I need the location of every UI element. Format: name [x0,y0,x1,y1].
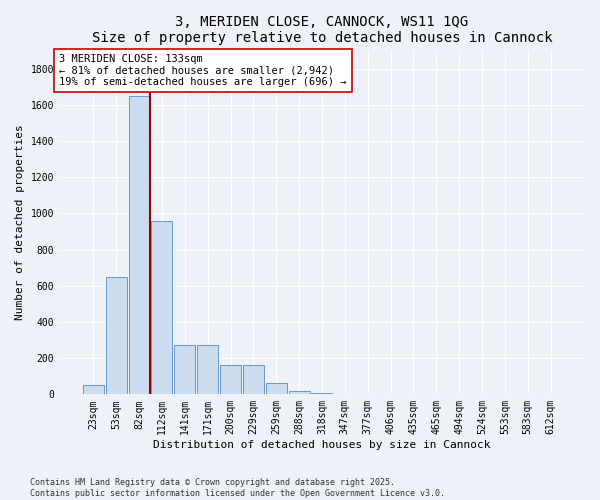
Bar [266,384,287,394]
Bar [83,386,104,394]
Y-axis label: Number of detached properties: Number of detached properties [15,124,25,320]
Bar [128,96,149,394]
Bar [197,346,218,395]
Bar [174,346,196,395]
Text: 3 MERIDEN CLOSE: 133sqm
← 81% of detached houses are smaller (2,942)
19% of semi: 3 MERIDEN CLOSE: 133sqm ← 81% of detache… [59,54,346,87]
Text: Contains HM Land Registry data © Crown copyright and database right 2025.
Contai: Contains HM Land Registry data © Crown c… [30,478,445,498]
Bar [106,276,127,394]
Bar [289,390,310,394]
X-axis label: Distribution of detached houses by size in Cannock: Distribution of detached houses by size … [153,440,491,450]
Bar [220,366,241,394]
Bar [151,220,172,394]
Bar [243,366,264,394]
Title: 3, MERIDEN CLOSE, CANNOCK, WS11 1QG
Size of property relative to detached houses: 3, MERIDEN CLOSE, CANNOCK, WS11 1QG Size… [92,15,552,45]
